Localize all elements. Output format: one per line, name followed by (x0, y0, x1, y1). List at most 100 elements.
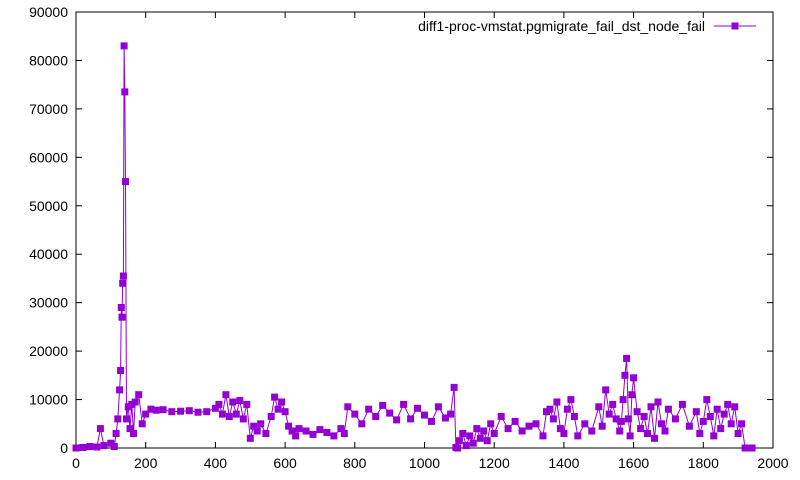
data-point (292, 432, 300, 440)
data-point (616, 427, 624, 435)
data-point (337, 425, 345, 433)
legend-marker (731, 22, 739, 30)
y-tick-label: 80000 (29, 52, 68, 68)
x-tick-label: 2000 (757, 455, 788, 471)
x-tick-label: 200 (134, 455, 158, 471)
data-point (126, 425, 134, 433)
data-point (553, 398, 561, 406)
data-point (671, 415, 679, 423)
data-point (96, 425, 104, 433)
data-point (340, 430, 348, 437)
data-point (117, 367, 125, 374)
data-point (731, 403, 739, 411)
data-point (225, 413, 233, 420)
data-point (344, 403, 352, 411)
y-tick-label: 60000 (29, 149, 68, 165)
y-tick-label: 70000 (29, 101, 68, 117)
y-tick-label: 50000 (29, 198, 68, 214)
data-point (630, 374, 638, 382)
data-point (623, 354, 631, 362)
data-point (640, 413, 648, 420)
data-point (365, 405, 373, 413)
data-point (142, 410, 150, 418)
data-point (281, 408, 289, 416)
data-point (278, 398, 286, 406)
data-point (609, 400, 617, 408)
data-point (539, 432, 547, 440)
data-point (699, 417, 707, 425)
data-point (447, 410, 455, 418)
data-point (267, 413, 275, 420)
y-tick-label: 10000 (29, 392, 68, 408)
data-point (358, 420, 366, 428)
data-point (185, 407, 193, 415)
data-point (316, 426, 324, 434)
data-point (490, 430, 498, 437)
data-point (232, 410, 240, 418)
data-point (511, 417, 519, 425)
data-point (560, 430, 568, 437)
data-point (79, 444, 87, 451)
data-point (114, 415, 122, 423)
data-point (658, 420, 665, 428)
data-point (130, 430, 137, 437)
data-point (574, 432, 582, 440)
data-point (612, 415, 620, 423)
data-point (271, 393, 279, 401)
data-point (664, 405, 672, 413)
data-point (215, 400, 223, 408)
data-point (152, 406, 160, 414)
data-point (119, 279, 127, 287)
data-point (407, 415, 415, 423)
x-tick-label: 1600 (618, 455, 649, 471)
data-point (626, 432, 634, 440)
data-point (724, 400, 732, 408)
data-point (239, 415, 247, 423)
data-point (72, 444, 80, 452)
data-point (302, 427, 310, 435)
data-point (434, 403, 442, 411)
data-point (734, 430, 742, 437)
data-point (602, 386, 610, 394)
data-point (581, 420, 589, 428)
x-tick-label: 0 (72, 455, 80, 471)
data-point (351, 410, 359, 418)
data-point (243, 400, 251, 408)
data-point (549, 415, 557, 423)
data-point (386, 409, 394, 417)
data-point (651, 434, 658, 442)
data-point (644, 430, 651, 437)
data-point (159, 406, 167, 414)
data-point (483, 437, 491, 445)
legend-label: diff1-proc-vmstat.pgmigrate_fail_dst_nod… (418, 18, 705, 34)
data-point (748, 444, 756, 452)
data-point (710, 432, 718, 440)
x-tick-label: 1200 (479, 455, 510, 471)
plot-border (75, 11, 774, 449)
data-point (678, 400, 686, 408)
data-point (218, 410, 226, 418)
data-point (633, 408, 641, 416)
x-tick-label: 1800 (688, 455, 719, 471)
data-point (605, 410, 613, 418)
data-point (459, 430, 467, 437)
data-point (462, 442, 470, 450)
data-point (532, 420, 540, 428)
data-point (400, 400, 408, 408)
data-point (563, 405, 571, 413)
data-point (100, 442, 108, 450)
data-point (441, 414, 449, 422)
data-point (323, 429, 331, 436)
data-point (253, 427, 261, 435)
y-tick-label: 40000 (29, 246, 68, 262)
data-point (118, 313, 126, 321)
data-point (110, 443, 118, 450)
data-point (466, 432, 474, 440)
data-point (414, 404, 421, 412)
data-point (257, 420, 265, 428)
y-tick-label: 90000 (29, 4, 68, 20)
data-point (504, 425, 512, 433)
data-point (454, 444, 462, 452)
data-point (556, 425, 564, 433)
